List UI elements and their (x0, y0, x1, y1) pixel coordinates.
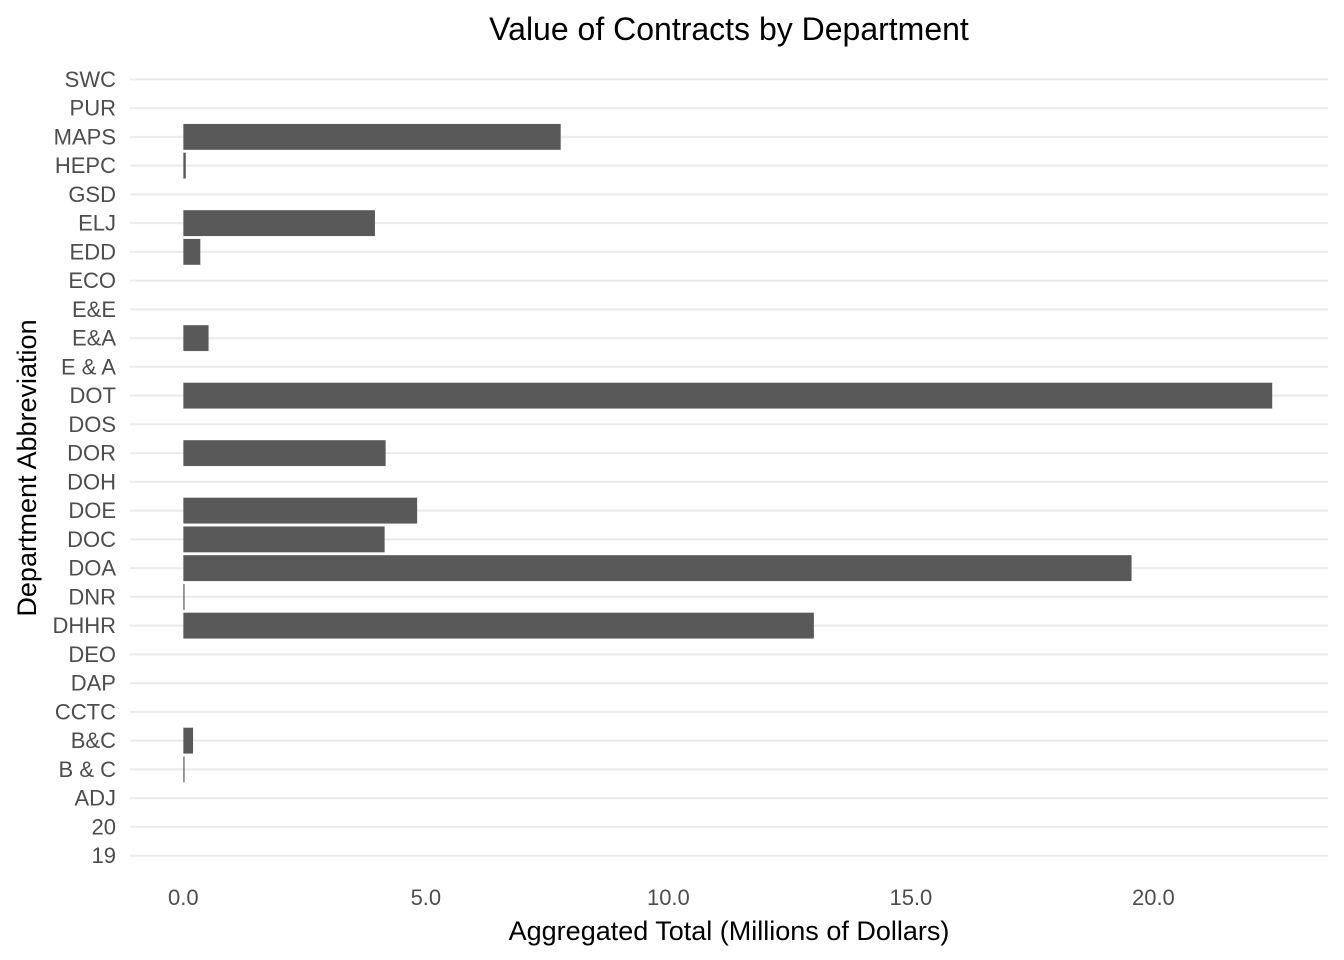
y-axis-tick-labels: 19 20 ADJ B & C B&C CCTC DAP DEO DHHR DNR DOA DOC DO… (52, 67, 116, 868)
x-tick-label-1: 5.0 (411, 885, 442, 910)
bar-maps (183, 123, 561, 150)
y-tick-label-maps: MAPS (54, 124, 116, 149)
bar-b-and-c (183, 756, 185, 783)
bar-dhhr (183, 612, 814, 639)
y-tick-label-deo: DEO (68, 642, 116, 667)
y-axis-title: Department Abbreviation (12, 319, 42, 616)
chart-title: Value of Contracts by Department (489, 11, 969, 47)
x-tick-label-4: 20.0 (1132, 885, 1175, 910)
gridlines (130, 78, 1328, 857)
bar-bandc (183, 727, 194, 754)
x-axis-title: Aggregated Total (Millions of Dollars) (509, 916, 950, 946)
y-tick-label-adj: ADJ (74, 786, 116, 811)
y-tick-label-bandc: B&C (71, 728, 116, 753)
y-tick-label-doa: DOA (68, 556, 116, 581)
y-tick-label-swc: SWC (65, 67, 116, 92)
y-tick-label-hepc: HEPC (55, 153, 116, 178)
x-axis-tick-labels: 0.0 5.0 10.0 15.0 20.0 (168, 885, 1175, 910)
bar-doc (183, 526, 385, 553)
bar-elj (183, 210, 375, 237)
bars (183, 123, 1273, 783)
bar-hepc (183, 152, 186, 179)
x-tick-label-2: 10.0 (647, 885, 690, 910)
y-tick-label-doe: DOE (68, 498, 116, 523)
y-tick-label-eande: E&E (72, 297, 116, 322)
bar-eanda (183, 325, 209, 352)
bar-dot (183, 382, 1273, 409)
y-tick-label-dot: DOT (70, 383, 116, 408)
y-tick-label-edd: EDD (70, 239, 116, 264)
y-tick-label-elj: ELJ (78, 211, 116, 236)
bar-edd (183, 238, 201, 265)
y-tick-label-20: 20 (92, 814, 116, 839)
y-tick-label-eanda: E&A (72, 326, 116, 351)
y-tick-label-doc: DOC (67, 527, 116, 552)
y-tick-label-dos: DOS (68, 412, 116, 437)
y-tick-label-dap: DAP (71, 671, 116, 696)
y-tick-label-pur: PUR (70, 96, 116, 121)
y-tick-label-cctc: CCTC (55, 699, 116, 724)
bar-dor (183, 440, 386, 467)
y-tick-label-19: 19 (92, 843, 116, 868)
y-tick-label-doh: DOH (67, 469, 116, 494)
y-tick-label-b-and-c: B & C (59, 757, 117, 782)
y-tick-label-gsd: GSD (68, 182, 116, 207)
bar-dnr (183, 583, 185, 610)
y-tick-label-dnr: DNR (68, 584, 116, 609)
y-tick-label-e-and-a: E & A (61, 354, 116, 379)
x-tick-label-3: 15.0 (889, 885, 932, 910)
x-tick-label-0: 0.0 (168, 885, 199, 910)
bar-doe (183, 497, 418, 524)
y-tick-label-dor: DOR (67, 441, 116, 466)
y-tick-label-dhhr: DHHR (52, 613, 116, 638)
bar-doa (183, 555, 1132, 582)
y-tick-label-eco: ECO (68, 268, 116, 293)
